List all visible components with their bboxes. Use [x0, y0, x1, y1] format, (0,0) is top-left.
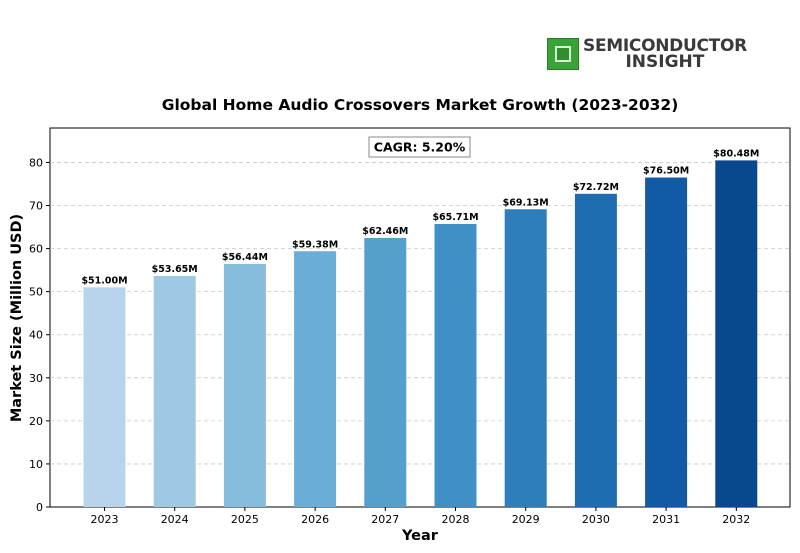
x-tick-label-2023: 2023 — [91, 513, 119, 526]
x-tick-label-2024: 2024 — [161, 513, 189, 526]
data-label-2023: $51.00M — [81, 275, 127, 286]
x-axis: 2023 2024 2025 2026 2027 2028 2029 2030 2031 2032 — [91, 507, 750, 526]
brand-logo: SEMICONDUCTOR INSIGHT — [547, 36, 747, 72]
chip-icon — [547, 38, 579, 70]
chart-title: Global Home Audio Crossovers Market Grow… — [162, 96, 679, 114]
x-tick-label-2032: 2032 — [722, 513, 750, 526]
bar-2024 — [153, 275, 196, 507]
data-label-2029: $69.13M — [503, 197, 549, 208]
x-tick-label-2031: 2031 — [652, 513, 680, 526]
y-tick-label: 30 — [29, 372, 43, 385]
cagr-label: CAGR: 5.20% — [374, 140, 466, 155]
bar-2023 — [83, 287, 126, 507]
y-tick-label: 60 — [29, 243, 43, 256]
y-tick-label: 80 — [29, 156, 43, 169]
data-label-2024: $53.65M — [152, 264, 198, 275]
brand-line-2: INSIGHT — [625, 52, 705, 72]
data-label-2028: $65.71M — [432, 212, 478, 223]
data-label-2031: $76.50M — [643, 166, 689, 177]
x-tick-label-2030: 2030 — [582, 513, 610, 526]
y-tick-label: 50 — [29, 286, 43, 299]
y-axis: 0 10 20 30 40 50 60 70 80 — [29, 156, 50, 514]
bar-2026 — [294, 251, 337, 507]
bar-2028 — [434, 223, 477, 508]
brand-name: SEMICONDUCTOR INSIGHT — [583, 36, 747, 72]
x-tick-label-2028: 2028 — [442, 513, 470, 526]
y-tick-label: 40 — [29, 329, 43, 342]
brand-line-1: SEMICONDUCTOR — [583, 36, 747, 56]
x-tick-label-2029: 2029 — [512, 513, 540, 526]
y-axis-label: Market Size (Million USD) — [9, 214, 25, 422]
x-axis-label: Year — [401, 528, 439, 544]
y-tick-label: 20 — [29, 415, 43, 428]
y-tick-label: 0 — [36, 501, 43, 514]
x-tick-label-2027: 2027 — [371, 513, 399, 526]
data-label-2030: $72.72M — [573, 182, 619, 193]
data-labels: $51.00M $53.65M $56.44M $59.38M $62.46M $65.7… — [81, 148, 759, 286]
cagr-annotation: CAGR: 5.20% — [368, 136, 471, 158]
x-tick-label-2025: 2025 — [231, 513, 259, 526]
y-tick-label: 10 — [29, 458, 43, 471]
data-label-2025: $56.44M — [222, 252, 268, 263]
bar-2025 — [223, 263, 266, 507]
bars — [83, 160, 758, 508]
data-label-2032: $80.48M — [713, 148, 759, 159]
y-tick-label: 70 — [29, 200, 43, 213]
data-label-2027: $62.46M — [362, 226, 408, 237]
bar-2031 — [645, 177, 688, 507]
bar-2030 — [574, 193, 617, 508]
x-tick-label-2026: 2026 — [301, 513, 329, 526]
plot-area — [49, 127, 791, 508]
data-label-2026: $59.38M — [292, 239, 338, 250]
bar-2029 — [504, 209, 547, 507]
bar-2027 — [364, 237, 407, 507]
bar-2032 — [715, 160, 758, 507]
